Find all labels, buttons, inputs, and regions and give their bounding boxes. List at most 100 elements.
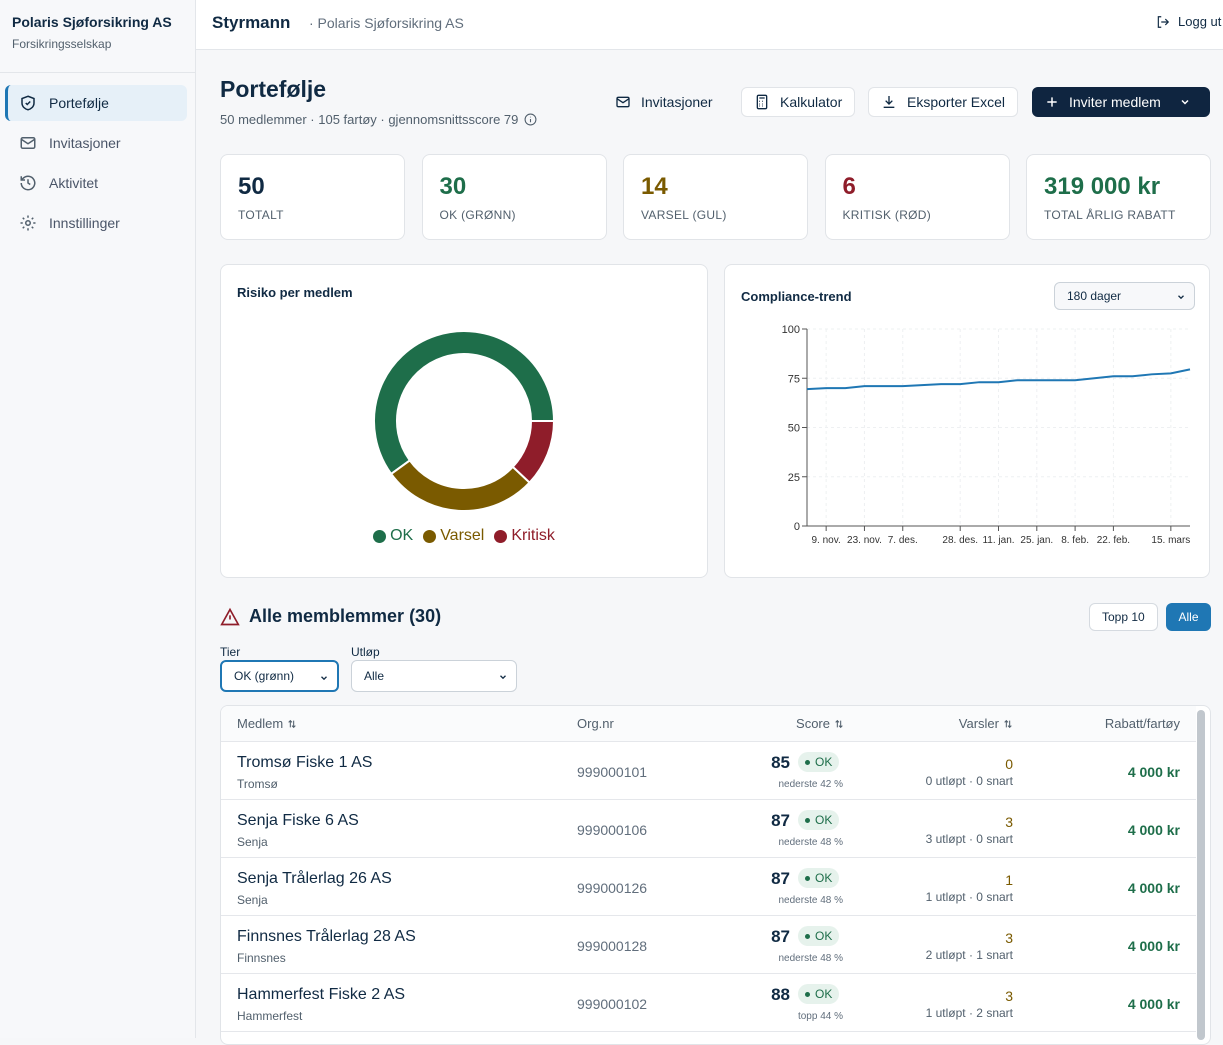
org-number: 999000126 bbox=[577, 880, 648, 896]
discount: 4 000 kr bbox=[1127, 764, 1180, 780]
alert-detail: 0 utløpt · 0 snart bbox=[925, 774, 1013, 788]
calculator-button[interactable]: Kalkulator bbox=[741, 87, 856, 117]
member-name: Tromsø Fiske 1 AS bbox=[237, 754, 373, 771]
badge-dot bbox=[805, 933, 810, 939]
x-tick-label: 25. jan. bbox=[1020, 535, 1053, 546]
expiry-select[interactable]: Alle bbox=[351, 660, 517, 692]
org-number: 999000106 bbox=[577, 822, 648, 838]
nav-item[interactable]: Portefølje bbox=[5, 85, 187, 121]
alert-count: 3 bbox=[1005, 930, 1013, 946]
company-name: Polaris Sjøforsikring AS bbox=[12, 14, 172, 30]
range-select[interactable]: 180 dager bbox=[1054, 282, 1195, 310]
members-title: Alle memblemmer (30) bbox=[249, 606, 442, 626]
stat-card: 14 VARSEL (GUL) bbox=[623, 154, 808, 240]
scrollbar bbox=[1197, 710, 1205, 1040]
page-title: Portefølje bbox=[220, 76, 327, 102]
invitations-button[interactable]: Invitasjoner bbox=[602, 87, 726, 117]
org-number: 999000102 bbox=[577, 996, 648, 1012]
score: 85 bbox=[771, 753, 790, 772]
chart-title: Compliance-trend bbox=[741, 289, 852, 304]
stat-value: 6 bbox=[842, 173, 856, 200]
select-value: Alle bbox=[364, 669, 385, 683]
stat-value: 50 bbox=[238, 173, 265, 200]
member-city: Senja bbox=[237, 893, 268, 907]
filter-label: Tier bbox=[220, 645, 241, 659]
percentile: nederste 48 % bbox=[778, 837, 844, 848]
invite-button[interactable]: Inviter medlem bbox=[1032, 87, 1210, 117]
discount: 4 000 kr bbox=[1127, 938, 1180, 954]
table-header: Medlem Org.nr Score Varsler Rabatt/fartøy bbox=[221, 706, 1196, 742]
column-header[interactable]: Score bbox=[796, 716, 844, 731]
score: 87 bbox=[771, 869, 790, 888]
org-number: 999000128 bbox=[577, 938, 648, 954]
table-row[interactable]: Tromsø Fiske 1 AS Tromsø 999000101 85 OK nede… bbox=[221, 742, 1196, 800]
company-subtitle: Forsikringsselskap bbox=[12, 37, 112, 51]
table-row[interactable]: Senja Trålerlag 26 AS Senja 999000126 87 OK n… bbox=[221, 858, 1196, 916]
table-row[interactable]: Hammerfest Fiske 2 AS Hammerfest 999000102… bbox=[221, 974, 1196, 1032]
score: 88 bbox=[771, 985, 790, 1004]
nav-item[interactable]: Invitasjoner bbox=[5, 125, 187, 161]
x-tick-label: 15. mars bbox=[1151, 535, 1190, 546]
stat-label: TOTAL ÅRLIG RABATT bbox=[1044, 208, 1176, 222]
member-city: Hammerfest bbox=[237, 1009, 303, 1023]
column-header: Org.nr bbox=[577, 716, 614, 731]
column-header[interactable]: Varsler bbox=[959, 716, 1013, 731]
button-label: Eksporter Excel bbox=[907, 94, 1006, 110]
table-row[interactable]: Finnsnes Trålerlag 28 AS Finnsnes 99900012… bbox=[221, 916, 1196, 974]
member-name: Hammerfest Fiske 2 AS bbox=[237, 986, 406, 1003]
stat-value: 319 000 kr bbox=[1044, 173, 1161, 200]
member-city: Finnsnes bbox=[237, 951, 286, 965]
tier-badge: OK bbox=[798, 868, 840, 888]
tier-badge: OK bbox=[798, 926, 840, 946]
risk-card: Risiko per medlem OK Varsel Kritisk bbox=[220, 264, 708, 578]
x-tick-label: 11. jan. bbox=[982, 535, 1014, 546]
legend-swatch bbox=[494, 529, 508, 543]
x-tick-label: 22. feb. bbox=[1097, 535, 1130, 546]
alert-detail: 2 utløpt · 1 snart bbox=[925, 948, 1013, 962]
x-tick-label: 23. nov. bbox=[847, 535, 882, 546]
badge-dot bbox=[805, 991, 810, 997]
tier-badge: OK bbox=[798, 810, 840, 830]
logout[interactable]: Logg ut bbox=[1156, 14, 1221, 29]
trend-card: Compliance-trend 180 dager 0 25 50 75 100 9. … bbox=[724, 264, 1210, 578]
score: 87 bbox=[771, 811, 790, 830]
column-label: Score bbox=[796, 716, 830, 731]
tier-badge: OK bbox=[798, 752, 840, 772]
legend-item: Varsel bbox=[423, 527, 484, 545]
alert-count: 3 bbox=[1005, 988, 1013, 1004]
summary-text: 50 medlemmer · 105 fartøy · gjennomsnitt… bbox=[220, 112, 519, 127]
toggle-button[interactable]: Topp 10 bbox=[1089, 603, 1158, 631]
member-city: Tromsø bbox=[237, 777, 278, 791]
percentile: topp 44 % bbox=[797, 1011, 843, 1022]
x-tick-label: 8. feb. bbox=[1061, 535, 1089, 546]
x-tick-label: 28. des. bbox=[942, 535, 978, 546]
discount: 4 000 kr bbox=[1127, 880, 1180, 896]
column-header[interactable]: Medlem bbox=[237, 716, 297, 731]
alert-count: 3 bbox=[1005, 814, 1013, 830]
top-bar: Styrmann · Polaris Sjøforsikring AS Logg… bbox=[196, 0, 1223, 50]
stat-card: 6 KRITISK (RØD) bbox=[824, 154, 1010, 240]
nav-item[interactable]: Aktivitet bbox=[5, 165, 187, 201]
tier-badge: OK bbox=[798, 984, 840, 1004]
member-city: Senja bbox=[237, 835, 268, 849]
toggle-button[interactable]: Alle bbox=[1166, 603, 1211, 631]
stat-card: 319 000 kr TOTAL ÅRLIG RABATT bbox=[1026, 154, 1211, 240]
discount: 4 000 kr bbox=[1127, 996, 1180, 1012]
button-label: Kalkulator bbox=[780, 94, 843, 110]
table-row[interactable]: Senja Fiske 6 AS Senja 999000106 87 OK neders… bbox=[221, 800, 1196, 858]
tier-select[interactable]: OK (grønn) bbox=[220, 660, 339, 692]
member-name: Senja Trålerlag 26 AS bbox=[237, 870, 392, 887]
org-name: · Polaris Sjøforsikring AS bbox=[309, 15, 464, 31]
export-button[interactable]: Eksporter Excel bbox=[868, 87, 1019, 117]
badge-dot bbox=[805, 759, 810, 765]
stat-label: VARSEL (GUL) bbox=[641, 208, 727, 222]
stat-label: OK (GRØNN) bbox=[439, 208, 516, 222]
badge-dot bbox=[805, 817, 810, 823]
y-tick-label: 75 bbox=[788, 373, 800, 385]
nav-item[interactable]: Innstillinger bbox=[5, 205, 187, 241]
column-label: Medlem bbox=[237, 716, 284, 731]
score: 87 bbox=[771, 927, 790, 946]
legend-item: Kritisk bbox=[494, 527, 555, 545]
donut-chart bbox=[373, 330, 556, 512]
legend-item: OK bbox=[373, 527, 413, 545]
